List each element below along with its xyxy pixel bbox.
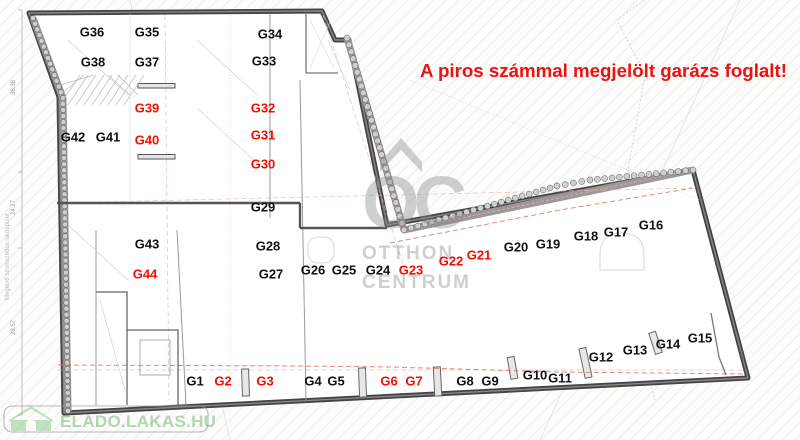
svg-text:Meglévő szomszédos lakóépület: Meglévő szomszédos lakóépület bbox=[5, 213, 11, 300]
svg-text:24.27: 24.27 bbox=[11, 199, 17, 215]
svg-text:36.36: 36.36 bbox=[11, 79, 17, 95]
svg-text:A piros számmal megjelölt gará: A piros számmal megjelölt garázs foglalt… bbox=[420, 60, 787, 81]
svg-text:OC: OC bbox=[362, 161, 466, 244]
svg-text:28.57: 28.57 bbox=[11, 319, 17, 335]
svg-text:ELADO.LAKAS.HU: ELADO.LAKAS.HU bbox=[60, 412, 216, 431]
